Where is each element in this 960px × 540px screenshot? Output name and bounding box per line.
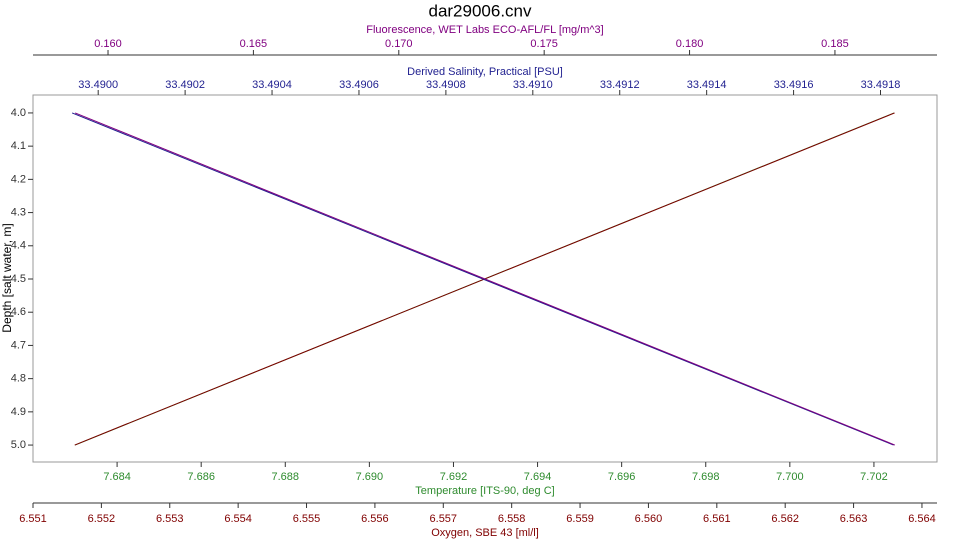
y-tick-label: 4.1 xyxy=(11,140,26,152)
x-tick-label: 33.4904 xyxy=(252,79,292,91)
x-tick-label: 6.555 xyxy=(293,513,321,525)
chart-title: dar29006.cnv xyxy=(428,1,532,20)
x-tick-label: 7.694 xyxy=(524,471,552,483)
x-tick-label: 6.558 xyxy=(498,513,526,525)
x-tick-label: 33.4910 xyxy=(513,79,553,91)
x-tick-label: 7.696 xyxy=(608,471,636,483)
x-tick-label: 7.700 xyxy=(776,471,804,483)
x-tick-label: 7.692 xyxy=(440,471,468,483)
x-tick-label: 0.170 xyxy=(385,38,413,50)
x-tick-label: 0.160 xyxy=(94,38,122,50)
x-axis-label: Fluorescence, WET Labs ECO-AFL/FL [mg/m^… xyxy=(366,24,603,36)
x-tick-label: 33.4916 xyxy=(774,79,814,91)
x-tick-label: 6.557 xyxy=(430,513,458,525)
y-tick-label: 4.0 xyxy=(11,107,26,119)
x-tick-label: 33.4912 xyxy=(600,79,640,91)
x-tick-label: 0.165 xyxy=(240,38,268,50)
x-tick-label: 33.4902 xyxy=(165,79,205,91)
x-axis-label: Oxygen, SBE 43 [ml/l] xyxy=(431,527,539,539)
x-tick-label: 6.562 xyxy=(771,513,799,525)
x-tick-label: 0.185 xyxy=(821,38,849,50)
x-tick-label: 6.554 xyxy=(224,513,252,525)
x-tick-label: 7.698 xyxy=(692,471,720,483)
x-tick-label: 33.4906 xyxy=(339,79,379,91)
x-tick-label: 33.4914 xyxy=(687,79,727,91)
y-tick-label: 4.3 xyxy=(11,206,26,218)
y-tick-label: 4.5 xyxy=(11,273,26,285)
y-tick-label: 4.7 xyxy=(11,339,26,351)
profile-line xyxy=(71,112,894,446)
x-tick-label: 6.551 xyxy=(19,513,47,525)
y-tick-label: 4.2 xyxy=(11,173,26,185)
x-tick-label: 7.686 xyxy=(187,471,215,483)
x-tick-label: 0.175 xyxy=(530,38,558,50)
y-axis-label: Depth [salt water, m] xyxy=(0,223,14,332)
x-tick-label: 6.561 xyxy=(703,513,731,525)
x-tick-label: 6.553 xyxy=(156,513,184,525)
y-tick-label: 4.9 xyxy=(11,406,26,418)
x-tick-label: 7.684 xyxy=(103,471,131,483)
x-tick-label: 6.563 xyxy=(840,513,868,525)
y-tick-label: 4.4 xyxy=(11,240,26,252)
x-tick-label: 6.559 xyxy=(566,513,594,525)
x-tick-label: 6.564 xyxy=(908,513,936,525)
y-tick-label: 4.6 xyxy=(11,306,26,318)
profile-line xyxy=(74,112,896,446)
x-tick-label: 6.556 xyxy=(361,513,389,525)
x-tick-label: 7.702 xyxy=(860,471,888,483)
x-axis-label: Temperature [ITS-90, deg C] xyxy=(415,485,554,497)
x-tick-label: 33.4900 xyxy=(78,79,118,91)
x-tick-label: 33.4908 xyxy=(426,79,466,91)
x-axis-label: Derived Salinity, Practical [PSU] xyxy=(407,66,563,78)
x-tick-label: 7.688 xyxy=(272,471,300,483)
y-tick-label: 4.8 xyxy=(11,373,26,385)
y-tick-label: 5.0 xyxy=(11,439,26,451)
x-tick-label: 7.690 xyxy=(356,471,384,483)
x-tick-label: 6.552 xyxy=(88,513,116,525)
x-tick-label: 6.560 xyxy=(635,513,663,525)
x-tick-label: 33.4918 xyxy=(861,79,901,91)
x-tick-label: 0.180 xyxy=(676,38,704,50)
